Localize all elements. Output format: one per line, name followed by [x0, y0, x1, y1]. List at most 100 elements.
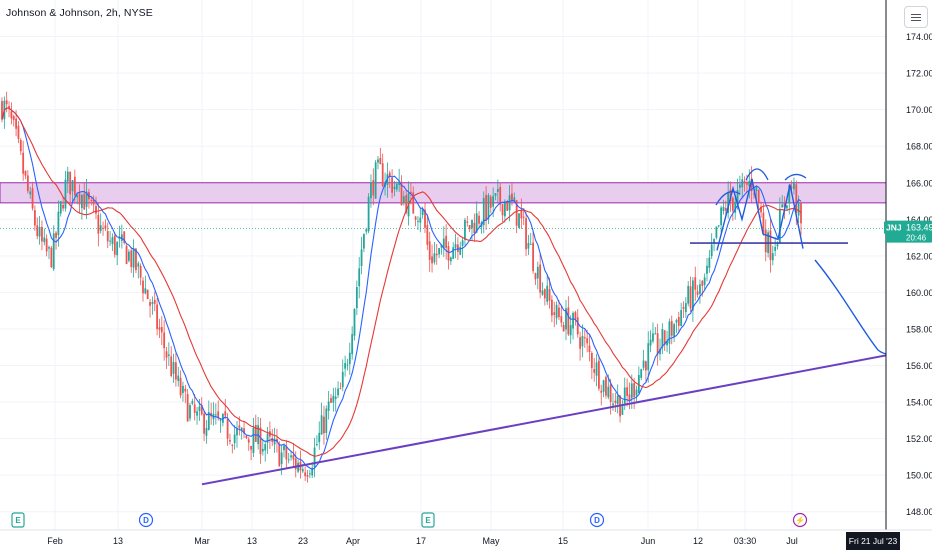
candle-body [649, 339, 652, 346]
candle-body [682, 307, 685, 309]
candle [800, 201, 802, 236]
candle-body [348, 352, 351, 365]
candle-body [198, 406, 201, 411]
candle-body [478, 215, 480, 224]
candle-body [177, 375, 180, 382]
candle [703, 273, 706, 291]
time-axis [0, 530, 932, 550]
candle [504, 199, 506, 223]
candle-body [17, 125, 20, 139]
candle [304, 466, 307, 481]
candle-body [529, 243, 532, 245]
y-tick-label: 172.00 [906, 69, 932, 79]
candle-body [760, 206, 762, 213]
candle-body [590, 352, 593, 369]
candle-body [156, 304, 158, 330]
candle [205, 420, 208, 444]
candle-body [661, 329, 664, 348]
split-icon[interactable]: ⚡ [792, 512, 808, 528]
candle-body [210, 412, 213, 417]
candle-body [659, 348, 661, 355]
candle-body [795, 184, 798, 213]
candle-body [739, 184, 741, 188]
candle-body [600, 390, 603, 393]
candle-body [165, 351, 168, 358]
candle-body [783, 202, 786, 208]
candle [163, 320, 166, 361]
candle-body [532, 242, 534, 272]
candle-body [440, 244, 443, 248]
candle-body [464, 219, 466, 240]
candle-body [186, 394, 189, 422]
earnings-icon[interactable]: E [421, 512, 435, 528]
candle-body [81, 194, 83, 208]
candle [428, 231, 431, 272]
candle-body [616, 395, 619, 405]
candle [464, 217, 466, 246]
candle [374, 160, 377, 200]
candle-body [123, 231, 126, 243]
candle [743, 176, 746, 192]
candle [17, 121, 20, 144]
candle [475, 201, 478, 234]
candle-body [645, 361, 647, 371]
candle-body [43, 237, 46, 243]
candle [247, 436, 250, 451]
earnings-icon[interactable]: E [11, 512, 25, 528]
chart-menu-button[interactable] [904, 6, 928, 28]
candle-body [330, 398, 332, 403]
candle [175, 351, 177, 387]
candle-body [525, 218, 527, 250]
candle [99, 213, 102, 234]
candle-body [278, 443, 281, 467]
y-tick-label: 150.00 [906, 471, 932, 481]
candle [654, 326, 657, 335]
dividend-icon[interactable]: D [138, 512, 154, 528]
candle-body [243, 428, 245, 434]
candle [482, 191, 485, 234]
candle-body [167, 354, 170, 356]
candle-body [635, 389, 638, 396]
dividend-icon[interactable]: D [589, 512, 605, 528]
candle [41, 220, 43, 251]
candle-body [224, 411, 227, 416]
candle-body [45, 238, 48, 252]
candle-body [534, 273, 537, 280]
candle [590, 351, 593, 380]
candle [158, 318, 161, 338]
candle-body [254, 424, 257, 442]
y-tick-label: 166.00 [906, 178, 932, 188]
shoulder-arc-right [784, 173, 807, 181]
candle-body [130, 250, 133, 268]
candle-body [609, 384, 612, 402]
event-label: E [15, 516, 21, 525]
candle-body [722, 206, 725, 212]
candle [525, 212, 527, 256]
candle-body [19, 140, 22, 152]
candle [734, 194, 737, 220]
candle-body [501, 204, 504, 216]
candle [351, 326, 354, 360]
candle [372, 168, 375, 206]
candle-body [106, 231, 109, 242]
candle-body [393, 186, 396, 190]
candle [454, 233, 457, 259]
x-tick-label: 12 [693, 536, 703, 546]
candle [370, 174, 372, 208]
candle-body [135, 248, 137, 271]
candle [574, 310, 577, 326]
candle-body [670, 320, 673, 336]
candle-body [245, 435, 248, 439]
candle [598, 355, 600, 392]
candle [106, 222, 109, 248]
candle [308, 469, 311, 479]
candle-body [435, 253, 438, 256]
candle [299, 450, 302, 479]
candle-body [426, 225, 429, 245]
candle-body [83, 193, 86, 210]
candle [593, 358, 596, 382]
candle-body [283, 445, 285, 451]
candle [59, 201, 62, 217]
